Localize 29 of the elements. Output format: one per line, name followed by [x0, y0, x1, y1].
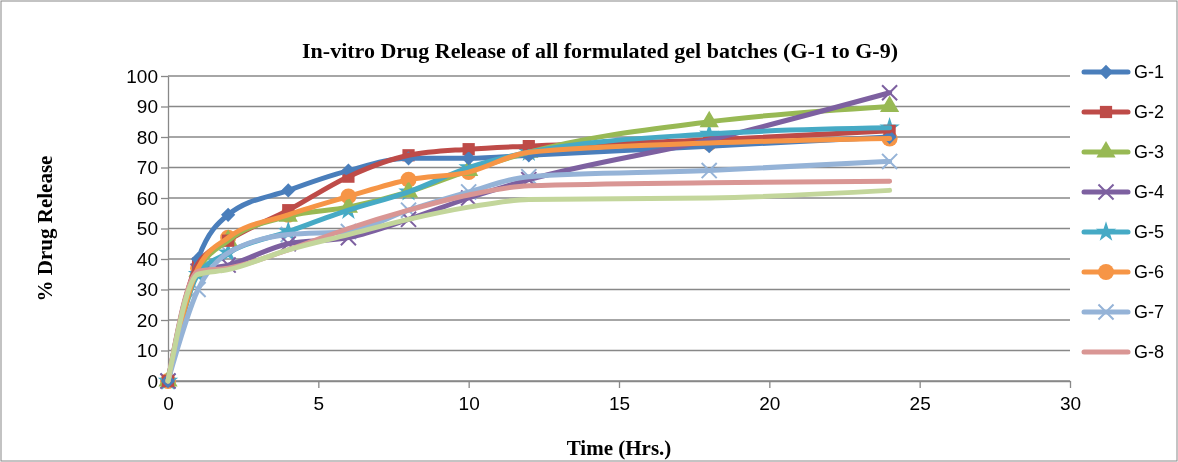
y-tick-label: 50 — [136, 218, 158, 240]
y-tick-label: 90 — [136, 96, 158, 118]
y-tick-label: 0 — [147, 370, 158, 392]
legend-label: G-2 — [1134, 102, 1165, 123]
x-tick-label: 25 — [909, 393, 931, 414]
legend-label: G-5 — [1134, 222, 1165, 243]
x-tick-label: 5 — [313, 393, 325, 414]
y-tick-label: 40 — [136, 248, 158, 270]
y-tick-label: 70 — [136, 157, 158, 179]
y-axis-title: % Drug Release — [33, 155, 57, 302]
y-tick-label: 60 — [136, 187, 158, 209]
y-tick-label: 100 — [126, 65, 158, 87]
x-axis-title: Time (Hrs.) — [566, 436, 672, 460]
chart-title: In-vitro Drug Release of all formulated gel batches (G-1 to G-9) — [302, 38, 898, 63]
legend-label: G-6 — [1134, 262, 1165, 283]
legend-label: G-7 — [1134, 302, 1165, 323]
y-tick-label: 30 — [136, 279, 158, 301]
legend-label: G-8 — [1134, 342, 1165, 363]
y-tick-label: 20 — [136, 309, 158, 331]
y-tick-label: 80 — [136, 126, 158, 148]
x-tick-label: 15 — [608, 393, 631, 414]
x-tick-label: 30 — [1059, 393, 1082, 414]
legend-label: G-1 — [1134, 62, 1165, 83]
legend-label: G-3 — [1134, 142, 1165, 163]
x-tick-label: 20 — [759, 393, 781, 414]
x-tick-label: 10 — [458, 393, 480, 414]
y-tick-label: 10 — [136, 340, 158, 362]
x-tick-label: 0 — [163, 393, 174, 414]
legend-label: G-4 — [1134, 182, 1165, 203]
